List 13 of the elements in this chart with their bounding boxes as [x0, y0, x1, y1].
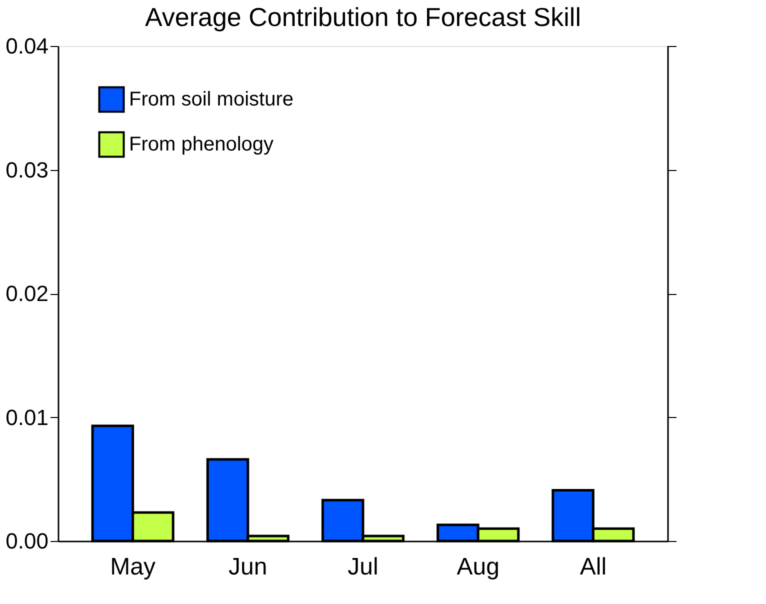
- y-tick-label: 0.01: [6, 404, 48, 430]
- y-tick-label: 0.00: [6, 528, 48, 554]
- y-tick-label: 0.03: [6, 157, 48, 182]
- legend-label: From soil moisture: [129, 88, 294, 110]
- x-tick-label: Aug: [456, 554, 500, 580]
- y-tick-label: 0.04: [6, 34, 48, 58]
- y-tick-label: 0.02: [6, 281, 48, 306]
- x-tick-label: Jun: [228, 554, 268, 580]
- x-tick-label: All: [580, 554, 607, 580]
- x-tick-label: Jul: [348, 554, 378, 580]
- x-tick-label: May: [110, 554, 156, 580]
- legend-label: From phenology: [129, 134, 274, 156]
- chart-title: Average Contribution to Forecast Skill: [145, 2, 581, 32]
